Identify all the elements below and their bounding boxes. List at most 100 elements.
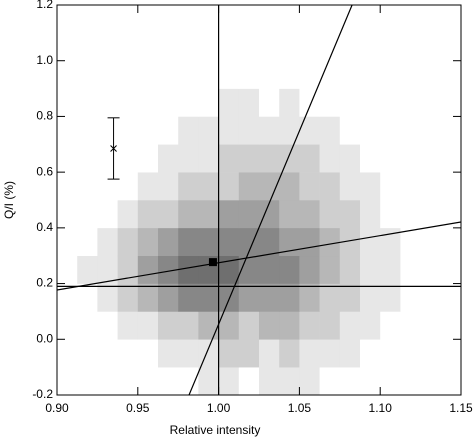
histogram-cell	[400, 88, 421, 117]
histogram-cell	[198, 32, 219, 62]
histogram-cell	[420, 200, 442, 229]
histogram-cell	[218, 172, 240, 201]
histogram-cell	[137, 367, 159, 396]
histogram-cell	[198, 144, 219, 173]
y-axis-label: Q/I (%)	[2, 181, 16, 219]
histogram-cell	[238, 5, 260, 34]
histogram-cell	[319, 227, 341, 257]
histogram-cell	[420, 88, 442, 117]
histogram-cell	[57, 32, 78, 62]
x-tick-label: 1.15	[449, 401, 473, 415]
histogram-cell	[380, 200, 401, 229]
histogram-cell	[299, 32, 320, 62]
histogram-cell	[279, 367, 300, 396]
histogram-cell	[198, 172, 219, 201]
histogram-cell	[360, 311, 381, 340]
histogram-cell	[400, 172, 421, 201]
histogram-cell	[440, 283, 462, 312]
histogram-cell	[380, 367, 401, 396]
histogram-cell	[137, 283, 159, 312]
histogram-cell	[339, 60, 361, 89]
histogram-cell	[380, 88, 401, 117]
histogram-cell	[299, 227, 320, 257]
histogram-cell	[238, 367, 260, 396]
histogram-cell	[440, 5, 462, 34]
histogram-cell	[77, 116, 98, 145]
histogram-cell	[339, 367, 361, 396]
histogram-cell	[198, 283, 219, 312]
histogram-cell	[420, 339, 442, 368]
histogram-cell	[360, 60, 381, 89]
histogram-cell	[440, 311, 462, 340]
histogram-cell	[117, 367, 139, 396]
x-tick-label: 0.95	[126, 401, 150, 415]
histogram-cell	[218, 255, 240, 284]
histogram-cell	[158, 311, 179, 340]
histogram-cell	[218, 311, 240, 340]
histogram-cell	[238, 200, 260, 229]
histogram-cell	[97, 311, 118, 340]
histogram-cell	[420, 255, 442, 284]
histogram-cell	[178, 144, 199, 173]
histogram-cell	[279, 283, 300, 312]
histogram-cell	[360, 283, 381, 312]
histogram-cell	[319, 32, 341, 62]
histogram-cell	[319, 60, 341, 89]
histogram-cell	[420, 32, 442, 62]
histogram-cell	[339, 144, 361, 173]
histogram-cell	[420, 227, 442, 257]
histogram-cell	[218, 200, 240, 229]
histogram-cell	[77, 311, 98, 340]
histogram-cell	[279, 116, 300, 145]
histogram-cell	[400, 116, 421, 145]
histogram-cell	[238, 283, 260, 312]
histogram-cell	[259, 88, 280, 117]
histogram-cell	[360, 172, 381, 201]
histogram-cell	[360, 200, 381, 229]
histogram-cell	[299, 283, 320, 312]
histogram-cell	[360, 144, 381, 173]
histogram-cell	[259, 283, 280, 312]
histogram-cell	[420, 311, 442, 340]
histogram-cell	[238, 88, 260, 117]
histogram-cell	[57, 200, 78, 229]
histogram-cell	[117, 227, 139, 257]
histogram-cell	[218, 283, 240, 312]
y-tick-label: 0.8	[36, 109, 53, 123]
y-tick-label: 1.2	[36, 0, 53, 11]
histogram-cell	[137, 311, 159, 340]
histogram-cell	[420, 172, 442, 201]
histogram-cell	[339, 255, 361, 284]
histogram-cell	[117, 339, 139, 368]
histogram-cell	[279, 5, 300, 34]
histogram-cell	[400, 200, 421, 229]
histogram-cell	[259, 60, 280, 89]
histogram-cell	[380, 60, 401, 89]
histogram-cell	[137, 227, 159, 257]
histogram-cell	[440, 227, 462, 257]
histogram-cell	[97, 227, 118, 257]
histogram-cell	[57, 60, 78, 89]
histogram-cell	[319, 283, 341, 312]
histogram-cell	[420, 116, 442, 145]
histogram-cell	[158, 32, 179, 62]
histogram-cell	[218, 144, 240, 173]
histogram-cell	[279, 255, 300, 284]
histogram-cell	[319, 255, 341, 284]
fit-line	[57, 221, 461, 291]
histogram-cell	[400, 311, 421, 340]
histogram-cell	[218, 227, 240, 257]
histogram-cell	[279, 88, 300, 117]
histogram-cell	[299, 172, 320, 201]
histogram-cell	[178, 60, 199, 89]
histogram-cell	[97, 60, 118, 89]
histogram-cell	[97, 172, 118, 201]
histogram-cell	[137, 5, 159, 34]
histogram-cell	[259, 311, 280, 340]
histogram-cell	[440, 339, 462, 368]
histogram-cell	[238, 227, 260, 257]
histogram-cell	[360, 88, 381, 117]
histogram-cell	[360, 367, 381, 396]
histogram-cell	[117, 88, 139, 117]
